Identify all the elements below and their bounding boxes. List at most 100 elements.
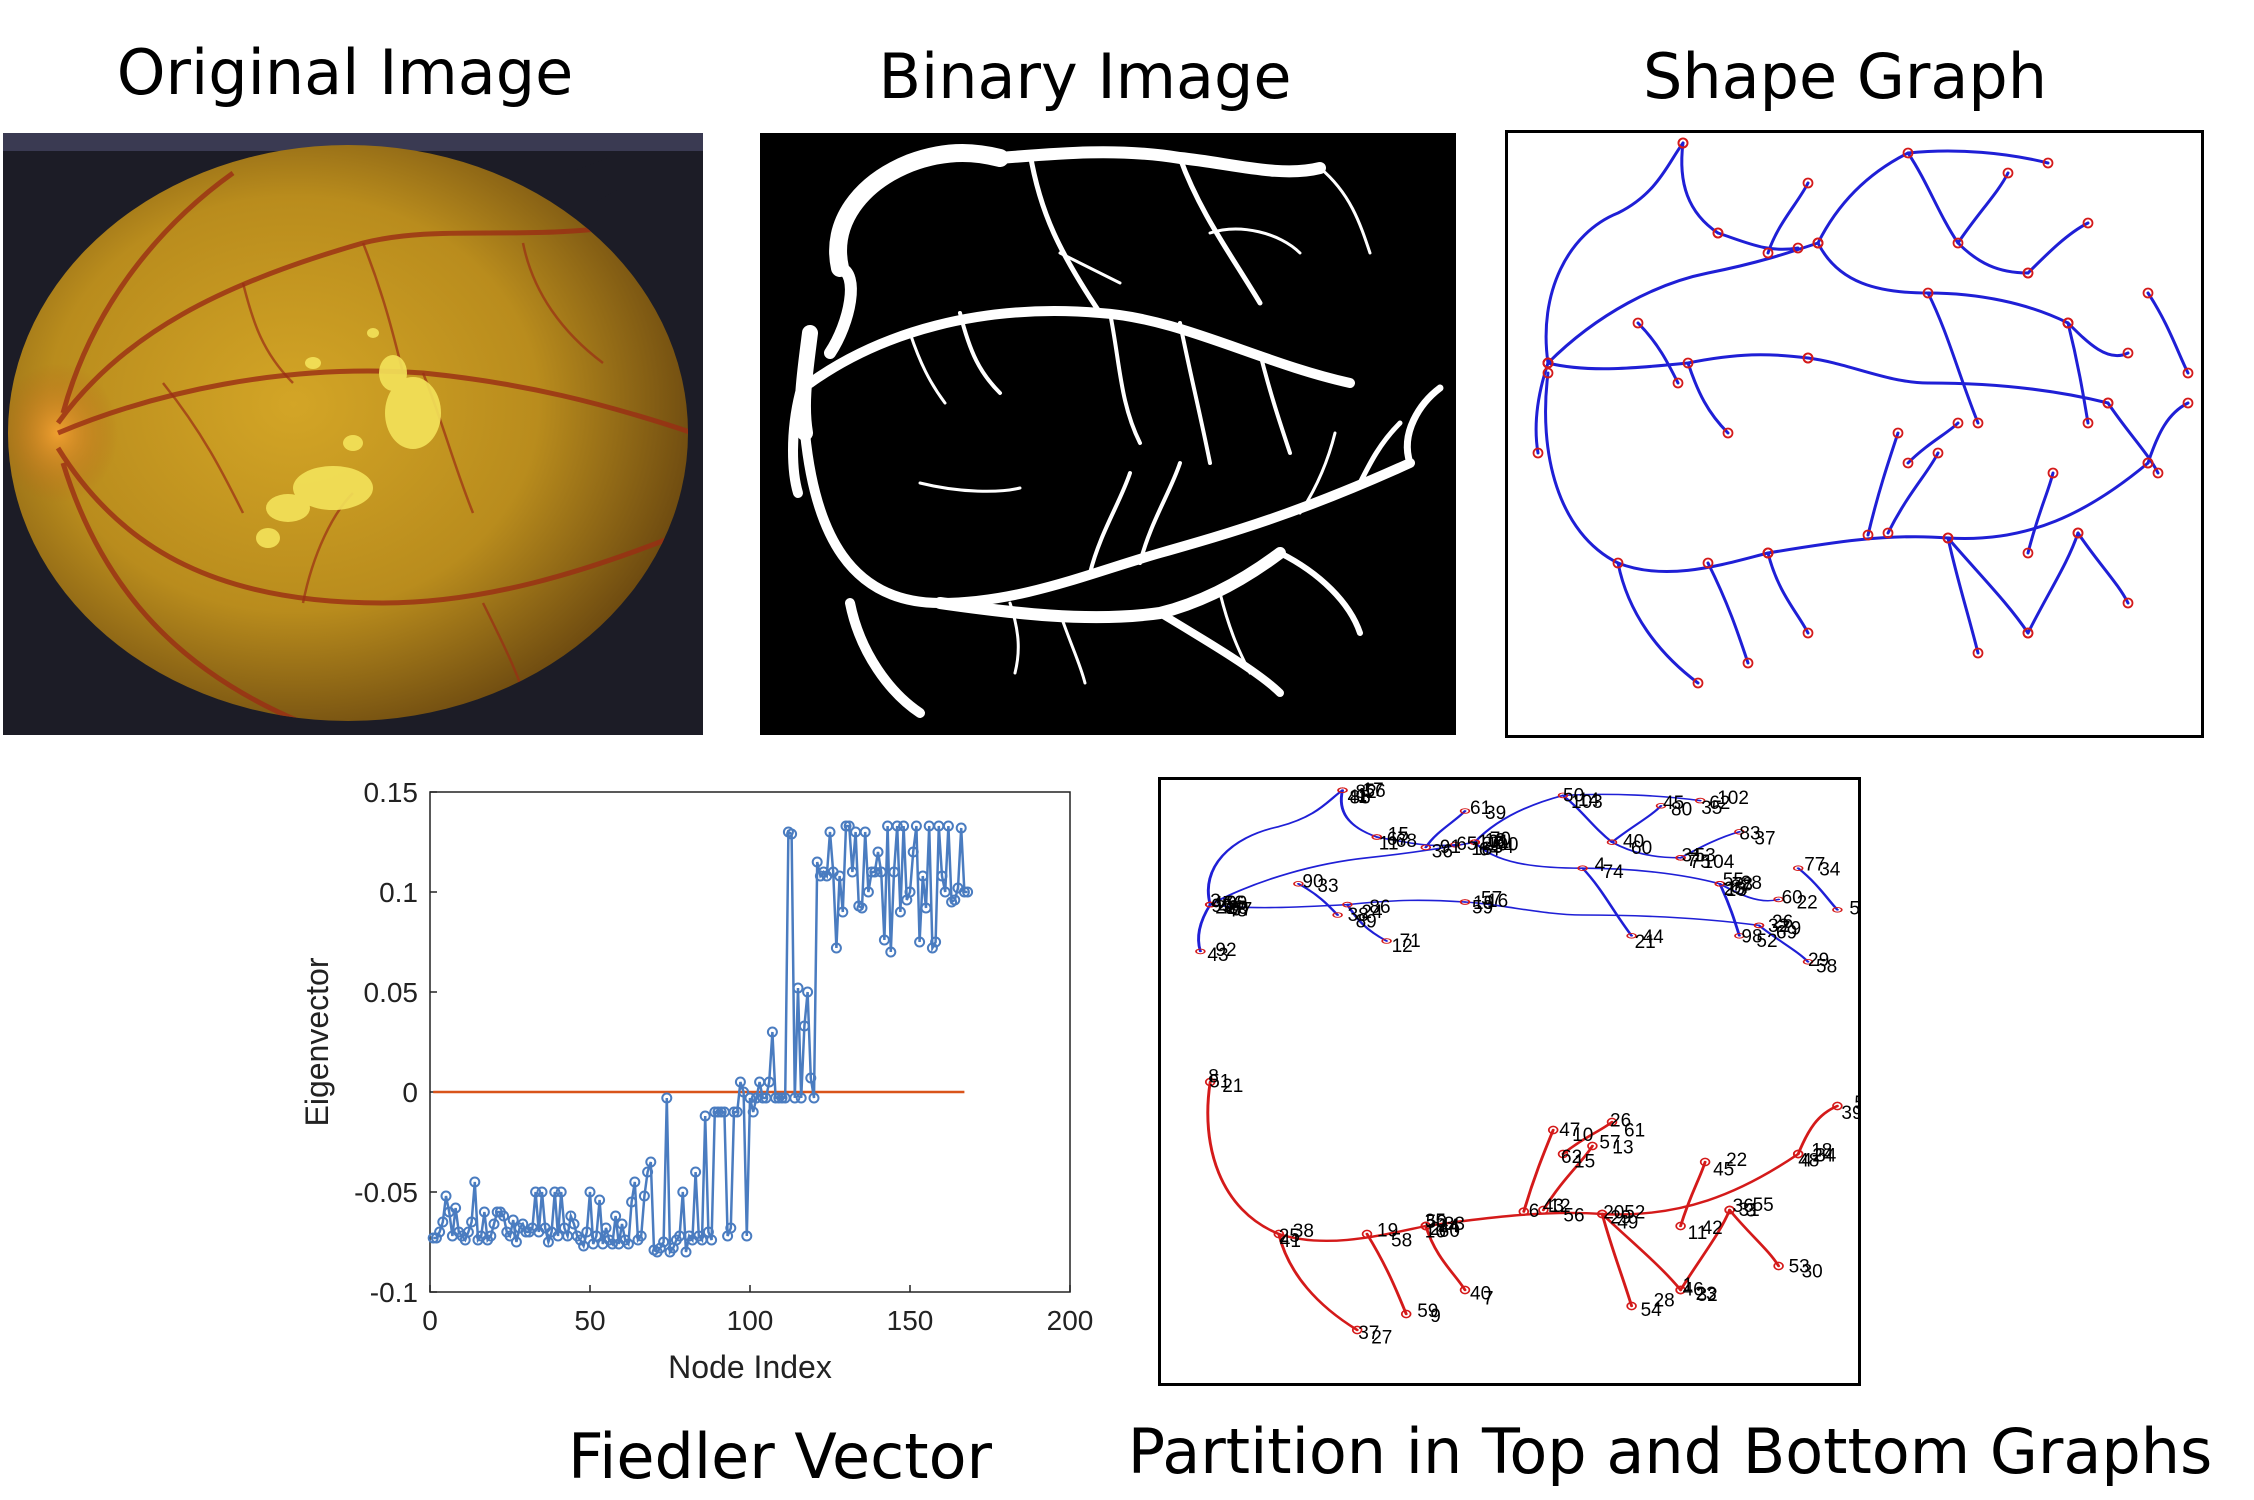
fiedler-point [878, 934, 890, 946]
graph-node [1557, 1149, 1569, 1159]
bottom-node-label: 12 [1549, 1196, 1570, 1217]
bottom-node-label: 53 [1789, 1257, 1810, 1278]
fiedler-point [616, 1218, 628, 1230]
top-node-label: 41 [1348, 787, 1369, 808]
top-node-label: 15 [1388, 825, 1409, 846]
fiedler-point [638, 1190, 650, 1202]
fiedler-point [581, 1226, 593, 1238]
bottom-node-label: 48 [1798, 1150, 1819, 1171]
fiedler-point [507, 1214, 519, 1226]
graph-node [1802, 627, 1814, 639]
top-node-label: 82 [1356, 782, 1377, 803]
bottom-node-label: 28 [1654, 1290, 1675, 1311]
fiedler-point [891, 820, 903, 832]
fiedler-point [955, 822, 967, 834]
graph-node [1792, 865, 1804, 872]
graph-node [2102, 397, 2114, 409]
top-node-label: 95 [1211, 896, 1232, 917]
top-node-label: 1 [1357, 786, 1368, 807]
graph-edge [1956, 171, 2010, 245]
fiedler-point [942, 820, 954, 832]
graph-node [1972, 417, 1984, 429]
fiedler-point [629, 1176, 641, 1188]
fiedler-point [590, 1230, 602, 1242]
graph-node [1459, 899, 1471, 905]
fiedler-point [510, 1236, 522, 1248]
shape-graph-panel [1505, 130, 2204, 738]
bottom-node-label: 32 [1697, 1285, 1718, 1306]
bottom-node-label: 4 [1801, 1150, 1812, 1171]
fiedler-point [622, 1238, 634, 1250]
fiedler-point [549, 1186, 561, 1198]
fiedler-point [430, 1232, 442, 1244]
graph-node [1802, 958, 1814, 965]
fiedler-point [699, 1110, 711, 1122]
graph-node [1882, 527, 1894, 539]
bottom-node-label: 19 [1377, 1221, 1398, 1242]
fiedler-point [706, 1234, 718, 1246]
graph-node [1420, 1221, 1432, 1231]
fiedler-point [773, 1092, 785, 1104]
top-node-label: 2 [1215, 898, 1226, 919]
top-node-label: 26 [1772, 912, 1793, 933]
fiedler-point [917, 870, 929, 882]
fiedler-point [440, 1190, 452, 1202]
graph-node [1204, 901, 1216, 908]
graph-node [1626, 1301, 1637, 1311]
graph-edge [1926, 291, 1980, 425]
fiedler-point [962, 886, 974, 898]
graph-node [1862, 529, 1874, 541]
graph-node [1587, 1141, 1598, 1151]
graph-node [1204, 1077, 1216, 1087]
fiedler-point [738, 1086, 750, 1098]
fiedler-point [789, 1092, 801, 1104]
fiedler-point [888, 866, 900, 878]
top-node-label: 19 [1473, 893, 1494, 914]
fiedler-point [530, 1186, 542, 1198]
bottom-node-label: 54 [1641, 1300, 1663, 1321]
top-node-label: 49 [1218, 898, 1239, 919]
top-node-label: 43 [1207, 945, 1228, 966]
binary-vessel-image [760, 133, 1456, 735]
graph-edge [1946, 536, 2030, 635]
graph-node [1351, 1325, 1363, 1335]
top-node-label: 10 [1485, 830, 1506, 851]
graph-edge [1706, 561, 1750, 665]
bottom-node-label: 51 [1209, 1071, 1230, 1092]
graph-edge [2066, 321, 2090, 425]
partition-graph-panel: 3 1 2 9 10 35 14 7 17 15 11 18 27 28 4 21 20 19 16 26 25 22 32… [1158, 777, 1861, 1386]
bottom-node-label: 10 [1572, 1125, 1593, 1146]
bottom-node-label: 30 [1802, 1262, 1823, 1283]
bottom-node-label: 58 [1391, 1230, 1412, 1251]
graph-node [2047, 467, 2059, 479]
graph-edge [1544, 371, 1770, 574]
graph-edge [2026, 531, 2080, 635]
top-node-label: 87 [1731, 877, 1752, 898]
fiedler-point [846, 866, 858, 878]
top-node-label: 3 [1210, 891, 1221, 912]
graph-node [1532, 447, 1544, 459]
fiedler-point [862, 886, 874, 898]
graph-node [2042, 157, 2054, 169]
top-node-label: 4 [1595, 855, 1606, 876]
top-node-label: 48 [1226, 901, 1247, 922]
graph-node [2082, 217, 2094, 229]
fiedler-point [584, 1186, 596, 1198]
graph-node [1699, 1157, 1711, 1167]
bottom-node-label: 62 [1561, 1147, 1582, 1168]
fiedler-point [731, 1106, 743, 1118]
fiedler-point [766, 1026, 778, 1038]
bottom-node-label: 21 [1222, 1076, 1243, 1097]
graph-node [2022, 267, 2034, 279]
bottom-node-label: 26 [1610, 1111, 1631, 1132]
graph-node [1469, 839, 1481, 846]
graph-node [1902, 147, 1914, 159]
bottom-node-label: 9 [1430, 1306, 1441, 1327]
graph-node [2182, 367, 2194, 379]
fiedler-point [437, 1216, 449, 1228]
graph-node [2122, 347, 2134, 359]
top-node-label: 66 [1223, 893, 1244, 914]
fiedler-point [776, 1092, 788, 1104]
top-node-label: 16 [1487, 891, 1508, 912]
